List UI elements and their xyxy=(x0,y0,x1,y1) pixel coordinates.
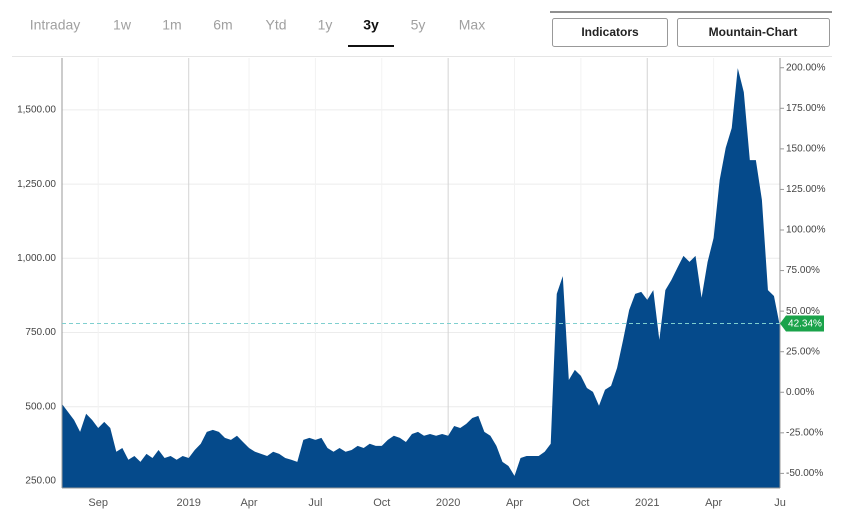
button-label[interactable]: Mountain-Chart xyxy=(709,25,798,39)
y2-tick-label: 25.00% xyxy=(786,346,820,357)
tab[interactable]: 5y xyxy=(411,17,426,33)
y2-tick-label: 125.00% xyxy=(786,184,826,195)
y-tick-label: 1,000.00 xyxy=(17,253,56,264)
chart-type-button[interactable] xyxy=(677,18,830,47)
y-tick-label: 1,250.00 xyxy=(17,179,56,190)
x-tick-label: 2019 xyxy=(176,497,200,509)
x-tick-label: Ju xyxy=(774,497,786,509)
y2-tick-label: 150.00% xyxy=(786,144,826,155)
x-tick-label: Apr xyxy=(240,497,257,509)
y-tick-label: 750.00 xyxy=(25,327,56,338)
y2-tick-label: 100.00% xyxy=(786,225,826,236)
y-tick-label: 500.00 xyxy=(25,401,56,412)
tab[interactable]: Intraday xyxy=(30,17,81,33)
y-tick-label: 250.00 xyxy=(25,476,56,487)
x-tick-label: Oct xyxy=(373,497,390,509)
x-tick-label: 2020 xyxy=(436,497,460,509)
tab[interactable]: 1m xyxy=(162,17,181,33)
y2-tick-label: 50.00% xyxy=(786,306,820,317)
y2-tick-label: -50.00% xyxy=(786,468,823,479)
x-tick-label: Apr xyxy=(705,497,722,509)
y2-tick-label: 175.00% xyxy=(786,103,826,114)
tab[interactable]: Max xyxy=(459,17,485,33)
tab[interactable]: Ytd xyxy=(265,17,286,33)
indicators-button[interactable] xyxy=(552,18,668,47)
plot: 250.00 500.00 750.00 1,000.00 1,250.00 1,500.… xyxy=(17,58,826,509)
x-tick-label: 2021 xyxy=(635,497,659,509)
y2-tick-label: 0.00% xyxy=(786,387,814,398)
y2-tick-label: 200.00% xyxy=(786,62,826,73)
tab[interactable]: 3y xyxy=(363,17,379,33)
x-tick-label: Oct xyxy=(572,497,589,509)
y-tick-label: 1,500.00 xyxy=(17,105,56,116)
value-marker-label: 42.34% xyxy=(788,319,822,330)
y2-tick-label: 75.00% xyxy=(786,265,820,276)
x-tick-label: Apr xyxy=(506,497,523,509)
value-marker xyxy=(780,315,824,332)
area xyxy=(62,68,780,488)
tab[interactable]: 1w xyxy=(113,17,132,33)
x-tick-label: Jul xyxy=(308,497,322,509)
y2-tick-label: -25.00% xyxy=(786,427,823,438)
x-tick-label: Sep xyxy=(88,497,108,509)
button-label[interactable]: Indicators xyxy=(581,25,639,39)
tab[interactable]: 6m xyxy=(213,17,232,33)
tabs: Intraday 1w 1m 6m Ytd 1y 3y 5y Max xyxy=(30,17,485,47)
tab[interactable]: 1y xyxy=(318,17,333,33)
